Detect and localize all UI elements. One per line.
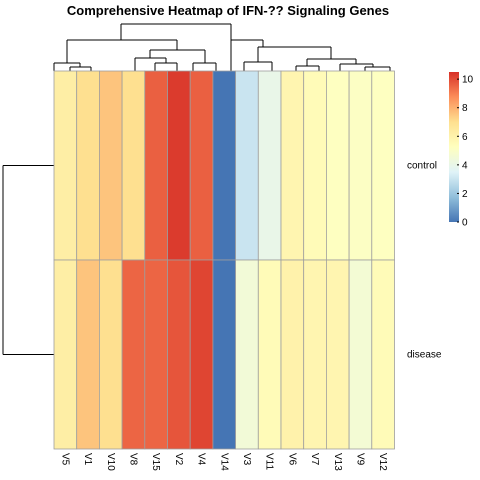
column-label: V15 [150, 453, 161, 471]
heatmap-cell-disease-V4 [189, 259, 214, 450]
heatmap-cell-control-V7 [303, 70, 327, 261]
heatmap-cell-control-V2 [167, 70, 191, 261]
row-label: disease [407, 350, 442, 361]
legend-tick-label: 8 [462, 103, 468, 114]
heatmap-cell-control-V8 [121, 70, 146, 261]
column-label: V11 [264, 453, 275, 470]
heatmap-cell-control-V13 [325, 70, 350, 261]
heatmap-cell-disease-V6 [280, 259, 305, 450]
heatmap-cell-control-V11 [257, 70, 282, 261]
column-label: V8 [127, 453, 138, 466]
heatmap-cell-disease-V7 [303, 259, 327, 450]
heatmap-cell-disease-V10 [99, 259, 123, 450]
heatmap-cell-disease-V9 [348, 259, 373, 450]
heatmap-cell-disease-V1 [76, 259, 100, 450]
column-label: V6 [286, 453, 297, 466]
heatmap-cell-disease-V8 [121, 259, 146, 450]
row-dendrogram [2, 165, 54, 355]
heatmap-cell-disease-V13 [325, 259, 350, 450]
heatmap-cell-disease-V2 [167, 259, 191, 450]
column-label: V9 [354, 453, 365, 466]
heatmap-cell-control-V14 [212, 70, 236, 261]
heatmap-cell-control-V5 [53, 70, 78, 261]
heatmap-cell-control-V6 [280, 70, 305, 261]
legend-tick-label: 6 [462, 132, 468, 143]
row-label: control [407, 161, 437, 172]
row-labels: control disease [407, 161, 442, 361]
column-label: V14 [218, 453, 229, 471]
heatmap-cell-disease-V11 [257, 259, 282, 450]
heatmap-cell-disease-V12 [371, 259, 395, 450]
column-label: V7 [309, 453, 320, 466]
heatmap-cells [53, 70, 395, 450]
heatmap-cell-disease-V14 [212, 259, 236, 450]
column-label: V1 [82, 453, 93, 466]
column-dendrogram [53, 23, 391, 71]
heatmap-cell-control-V1 [76, 70, 100, 261]
chart-title: Comprehensive Heatmap of IFN-?? Signalin… [67, 3, 389, 18]
heatmap-cell-control-V9 [348, 70, 373, 261]
legend-tick-label: 10 [462, 75, 474, 86]
heatmap-cell-disease-V15 [144, 259, 168, 450]
column-label: V13 [332, 453, 343, 471]
heatmap-cell-control-V10 [99, 70, 123, 261]
column-label: V2 [173, 453, 184, 466]
heatmap-cell-control-V15 [144, 70, 168, 261]
legend-tick-label: 0 [462, 218, 468, 229]
legend-color-bar [449, 72, 459, 222]
heatmap-cell-control-V4 [189, 70, 214, 261]
legend-tick-label: 4 [462, 160, 468, 171]
heatmap-cell-disease-V3 [235, 259, 259, 450]
column-labels: V5 V1 V10 V8 V15 V2 V4 V14 V3 V11 V6 V7 V13 V9 V12 [59, 453, 388, 471]
heatmap-cell-disease-V5 [53, 259, 78, 450]
column-label: V5 [59, 453, 70, 466]
column-label: V4 [196, 453, 207, 466]
legend-tick-label: 2 [462, 189, 468, 200]
heatmap-cell-control-V3 [235, 70, 259, 261]
color-legend: 0 2 4 6 8 10 [449, 72, 474, 229]
column-label: V10 [105, 453, 116, 471]
column-label: V12 [377, 453, 388, 471]
heatmap-cell-control-V12 [371, 70, 395, 261]
column-label: V3 [241, 453, 252, 466]
